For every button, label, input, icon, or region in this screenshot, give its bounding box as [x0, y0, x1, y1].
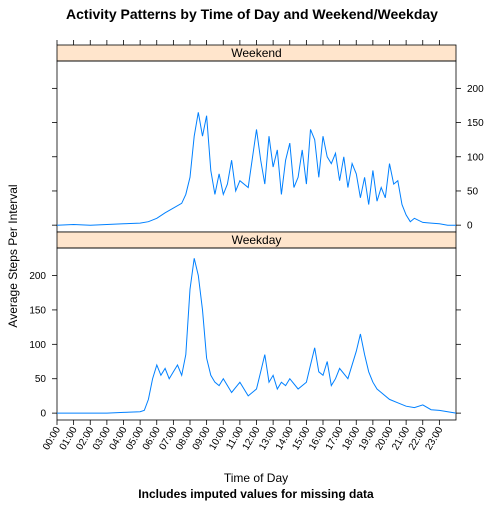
y-tick-label: 200 [467, 84, 484, 95]
panel-frame [56, 247, 457, 421]
y-tick-label: 50 [35, 374, 47, 385]
panel-frame [56, 60, 457, 233]
x-tick-label: 23:00 [423, 425, 445, 453]
x-axis-label: Time of Day [224, 471, 288, 485]
y-tick-label: 100 [467, 152, 484, 163]
series-line [56, 112, 456, 226]
y-tick-label: 0 [40, 409, 46, 420]
panels-layer: Weekend050100150200Weekday05010015020000… [29, 40, 484, 452]
strip-label: Weekend [231, 46, 281, 60]
y-tick-label: 0 [467, 221, 473, 232]
strip-label: Weekday [232, 233, 282, 247]
chart-caption: Includes imputed values for missing data [138, 487, 374, 501]
y-tick-label: 150 [467, 118, 484, 129]
y-tick-label: 50 [467, 186, 479, 197]
y-axis-label: Average Steps Per Interval [6, 184, 20, 327]
y-tick-label: 200 [29, 271, 46, 282]
y-tick-label: 100 [29, 340, 46, 351]
panel-weekday: Weekday05010015020000:0001:0002:0003:000… [29, 231, 461, 453]
panel-weekend: Weekend 0 50 100 150 200 [52, 40, 484, 233]
series-line [57, 258, 457, 414]
y-tick-label: 150 [29, 305, 46, 316]
chart-title: Activity Patterns by Time of Day and Wee… [66, 6, 438, 22]
